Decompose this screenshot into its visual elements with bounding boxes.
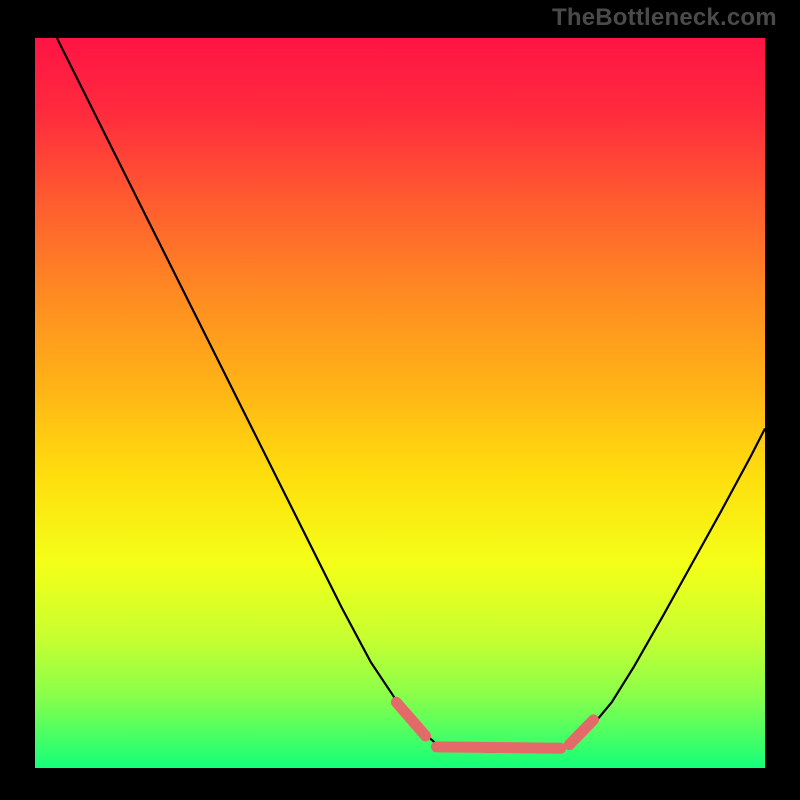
gradient-panel — [35, 38, 765, 768]
chart-stage: TheBottleneck.com — [0, 0, 800, 800]
watermark-text: TheBottleneck.com — [552, 4, 777, 32]
bottleneck-curve-chart — [0, 0, 800, 800]
